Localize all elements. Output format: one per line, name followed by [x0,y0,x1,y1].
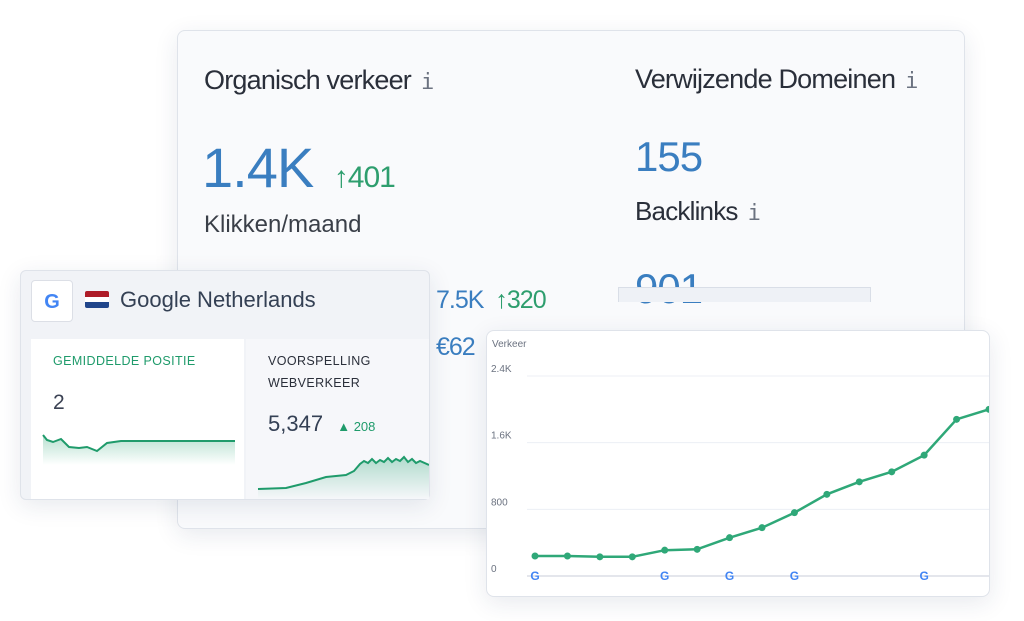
google-g-icon: G [44,291,60,313]
flag-stripe-white [85,296,109,303]
chart-data-point[interactable] [628,553,636,561]
triangle-up-icon: ▲ [337,419,351,434]
traffic-forecast-delta: ▲ 208 [337,419,375,434]
average-position-value: 2 [53,391,65,414]
chart-data-point[interactable] [563,552,571,560]
info-icon[interactable]: i [747,201,761,226]
organic-clicks-delta: ↑401 [333,161,396,194]
chart-data-point[interactable] [531,552,539,560]
chart-data-point[interactable] [823,490,831,498]
chart-data-point[interactable] [758,524,766,532]
google-update-icon[interactable]: G [530,569,539,583]
chart-data-point[interactable] [693,545,701,553]
arrow-up-icon: ↑ [495,286,507,314]
traffic-forecast-value: 5,347 [268,411,324,436]
referring-domains-heading: Verwijzende Domeinen i [635,64,918,95]
traffic-forecast-value-row: 5,347 ▲ 208 [268,411,375,437]
chart-data-point[interactable] [985,405,993,413]
chart-data-point[interactable] [888,468,896,476]
organic-keywords-delta: ↑320 [495,286,547,314]
backlinks-heading: Backlinks i [635,196,761,227]
organic-traffic-heading: Organisch verkeer i [204,65,434,96]
backlinks-title: Backlinks [635,196,738,226]
traffic-forecast-label: VOORSPELLING WEBVERKEER [268,350,371,394]
referring-domains-title: Verwijzende Domeinen [635,64,896,94]
organic-traffic-title: Organisch verkeer [204,65,412,95]
average-position-label: GEMIDDELDE POSITIE [53,354,196,368]
arrow-up-icon: ↑ [333,161,349,194]
organic-clicks: 1.4K ↑401 [202,135,396,200]
chart-y-tick-label: 1.6K [491,431,512,442]
organic-keywords-delta-value: 320 [506,286,547,314]
traffic-forecast-delta-value: 208 [353,419,376,434]
flag-stripe-blue [85,302,109,308]
traffic-chart-card: Verkeer 2.4K 1.6K 800 0 G G G G G [486,330,993,597]
organic-clicks-value: 1.4K [202,136,314,199]
google-logo: G [31,280,73,322]
chart-y-tick-label: 0 [491,564,497,575]
card-edge [618,287,871,302]
average-position-sparkline [42,434,235,465]
organic-keywords-value: 7.5K [436,286,484,314]
google-update-icon[interactable]: G [725,569,734,583]
chart-data-point[interactable] [790,509,798,517]
google-update-icon[interactable]: G [790,569,799,583]
traffic-forecast-sparkline [257,455,429,499]
chart-series-line [535,408,990,559]
chart-data-point[interactable] [920,451,928,459]
google-netherlands-card: G Google Netherlands GEMIDDELDE POSITIE … [20,270,430,500]
google-netherlands-title: Google Netherlands [120,287,316,312]
average-position-panel: GEMIDDELDE POSITIE 2 [31,339,244,499]
traffic-line-chart: Verkeer 2.4K 1.6K 800 0 G G G G G [491,339,993,583]
google-g-letter: G [44,291,60,313]
chart-data-point[interactable] [855,478,863,486]
google-update-icon[interactable]: G [660,569,669,583]
chart-y-tick-label: 800 [491,497,508,508]
chart-data-point[interactable] [596,553,604,561]
chart-y-tick-label: 2.4K [491,364,512,375]
clicks-per-month-label: Klikken/maand [204,211,362,238]
chart-data-point[interactable] [661,546,669,554]
traffic-forecast-label-line1: VOORSPELLING [268,354,371,368]
google-update-icon[interactable]: G [919,569,928,583]
organic-keywords: 7.5K ↑320 [436,286,547,315]
organic-value: €62 [436,333,476,361]
flag-stripe-red [85,291,109,297]
netherlands-flag-icon [85,291,109,308]
chart-y-axis-label: Verkeer [492,339,527,350]
info-icon[interactable]: i [421,70,434,95]
traffic-forecast-panel: VOORSPELLING WEBVERKEER 5,347 ▲ 208 [246,339,429,499]
referring-domains-value: 155 [635,133,703,180]
traffic-forecast-label-line2: WEBVERKEER [268,376,361,390]
info-icon[interactable]: i [905,69,918,94]
organic-clicks-delta-value: 401 [347,161,396,194]
chart-data-point[interactable] [953,415,961,423]
chart-data-point[interactable] [726,534,734,542]
